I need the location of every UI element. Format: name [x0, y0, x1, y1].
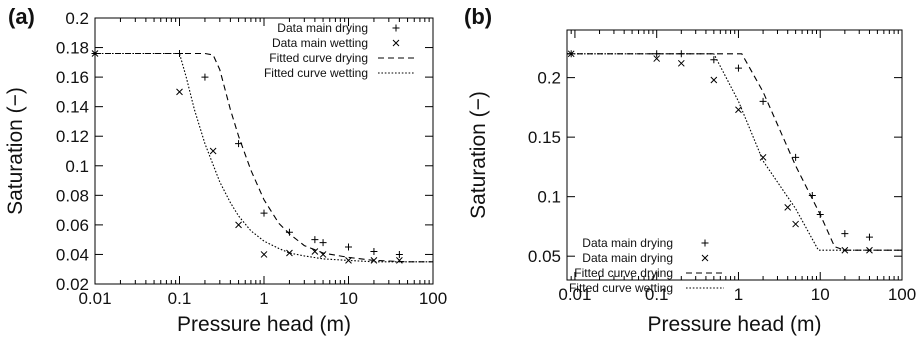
- x-tick-label: 0.01: [78, 289, 111, 308]
- panel-label: (a): [8, 4, 35, 29]
- data-point-plus: [319, 239, 327, 247]
- x-tick-label: 100: [888, 285, 916, 304]
- data-point-plus: [792, 153, 800, 161]
- legend-marker-cross: [701, 254, 709, 262]
- legend-label: Fitted curve drying: [269, 51, 368, 65]
- data-point-cross: [677, 59, 685, 67]
- data-point-plus: [710, 56, 718, 64]
- data-point-plus: [841, 230, 849, 238]
- x-tick-label: 100: [419, 289, 447, 308]
- data-point-plus: [734, 64, 742, 72]
- y-tick-label: 0.12: [56, 127, 89, 146]
- legend-marker-plus: [392, 24, 400, 32]
- chart-panel-0: (a) 0.01 0.1 1 10 100 0.02 0.04 0.06 0.08 0.1 0.12 0…: [4, 4, 447, 336]
- y-tick-label: 0.2: [537, 69, 561, 88]
- data-point-plus: [201, 73, 209, 81]
- data-point-cross: [735, 106, 742, 114]
- y-tick-label: 0.1: [65, 157, 89, 176]
- x-tick-label: 1: [734, 285, 743, 304]
- chart-panel-1: (b) 0.01 0.1 1 10 100 0.05 0.1 0.15 0.2 Pressure h…: [464, 4, 916, 336]
- y-tick-label: 0.06: [56, 216, 89, 235]
- data-point-plus: [865, 233, 873, 241]
- legend-label: Data main drying: [582, 251, 673, 265]
- y-axis-title: Saturation (−): [4, 87, 27, 215]
- x-tick-label: 0.01: [558, 285, 591, 304]
- x-tick-label: 1: [259, 289, 268, 308]
- series-line: [95, 52, 433, 263]
- y-tick-label: 0.04: [56, 245, 89, 264]
- legend-label: Fitted curve drying: [574, 266, 673, 280]
- x-axis-title: Pressure head (m): [648, 313, 822, 336]
- data-point-cross: [286, 249, 293, 257]
- data-point-cross: [260, 251, 268, 258]
- data-point-plus: [345, 243, 352, 251]
- data-point-cross: [235, 221, 242, 229]
- data-point-plus: [370, 247, 378, 255]
- y-tick-label: 0.16: [56, 68, 89, 87]
- legend-label: Data main wetting: [272, 36, 368, 50]
- y-tick-label: 0.2: [65, 9, 89, 28]
- x-tick-label: 10: [811, 285, 830, 304]
- data-point-cross: [209, 147, 217, 155]
- data-point-cross: [176, 88, 183, 96]
- data-point-plus: [759, 97, 767, 105]
- data-point-plus: [260, 209, 268, 217]
- data-point-cross: [784, 204, 792, 211]
- legend-label: Data main drying: [582, 236, 673, 250]
- y-tick-label: 0.14: [56, 98, 89, 117]
- legend-label: Data main drying: [277, 21, 368, 35]
- x-axis-title: Pressure head (m): [177, 313, 351, 336]
- x-tick-label: 0.1: [168, 289, 192, 308]
- x-tick-label: 0.1: [645, 285, 669, 304]
- series-line: [567, 53, 902, 251]
- y-tick-label: 0.18: [56, 39, 89, 58]
- legend-label: Fitted curve wetting: [569, 281, 673, 295]
- legend-label: Fitted curve wetting: [264, 66, 368, 80]
- series-line: [95, 52, 433, 263]
- y-tick-label: 0.1: [537, 188, 561, 207]
- y-tick-label: 0.08: [56, 186, 89, 205]
- y-tick-label: 0.05: [528, 247, 561, 266]
- panel-label: (b): [464, 4, 492, 29]
- data-point-cross: [710, 76, 718, 84]
- data-point-plus: [395, 250, 403, 258]
- data-point-cross: [841, 246, 849, 254]
- series-line: [567, 53, 902, 251]
- data-point-cross: [792, 220, 799, 228]
- legend-marker-plus: [701, 239, 709, 247]
- data-point-plus: [285, 228, 293, 236]
- data-point-cross: [653, 55, 661, 62]
- y-axis-title: Saturation (−): [467, 91, 490, 219]
- legend-marker-cross: [392, 39, 400, 47]
- x-tick-label: 10: [339, 289, 358, 308]
- y-tick-label: 0.02: [56, 275, 89, 294]
- data-point-plus: [311, 236, 319, 244]
- data-point-cross: [396, 257, 403, 264]
- y-tick-label: 0.15: [528, 128, 561, 147]
